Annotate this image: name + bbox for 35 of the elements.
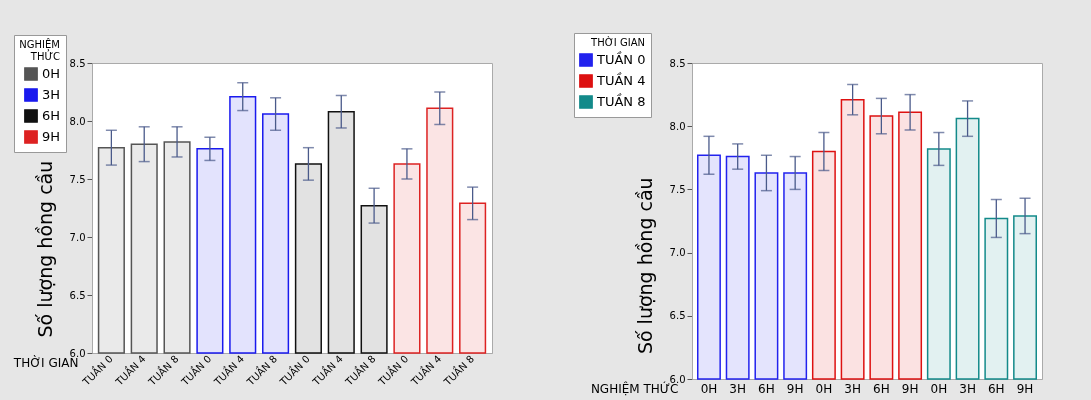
legend-title: THỜI GIAN [590,36,645,48]
legend-label: 9H [42,129,61,144]
x-tick-label: 3H [729,381,747,396]
x-tick-label: 3H [959,381,976,396]
y-tick-label: 7.5 [669,183,686,195]
y-tick-label: 8.5 [69,57,86,69]
y-tick-label: 8.0 [669,120,686,132]
y-tick-label: 8.0 [69,115,86,127]
y-tick-label: 7.5 [69,173,86,185]
x-tick-label: 6H [758,381,775,396]
x-tick-label: 0H [930,381,948,396]
y-tick-label: 7.0 [69,231,86,243]
y-tick-label: 6.5 [69,289,86,301]
x-tick-label: 9H [1016,381,1034,396]
y-tick-label: 7.0 [669,247,686,259]
x-axis-title: NGHIỆM THỨC [590,380,679,396]
x-tick-label: 0H [815,381,833,396]
legend-label: 6H [42,108,61,123]
legend-label: TUẦN 0 [596,51,646,67]
x-tick-label: 9H [786,381,804,396]
legend-label: 3H [42,87,61,102]
legend-label: 0H [42,66,61,81]
legend-label: TUẦN 8 [596,93,646,109]
y-axis-title: Số lượng hồng cầu [33,160,56,338]
x-tick-label: 6H [987,381,1005,396]
y-axis-title: Số lượng hồng cầu [633,177,656,355]
y-tick-label: 6.0 [69,347,86,359]
x-tick-label: 9H [901,381,919,396]
x-tick-label: 0H [700,381,718,396]
legend-title: NGHIỆM THỨC [19,38,60,62]
legend-label: TUẦN 4 [596,72,646,88]
x-tick-label: 3H [844,381,861,396]
y-tick-label: 6.5 [669,310,686,322]
y-tick-label: 8.5 [669,57,686,69]
x-tick-label: 6H [873,381,890,396]
